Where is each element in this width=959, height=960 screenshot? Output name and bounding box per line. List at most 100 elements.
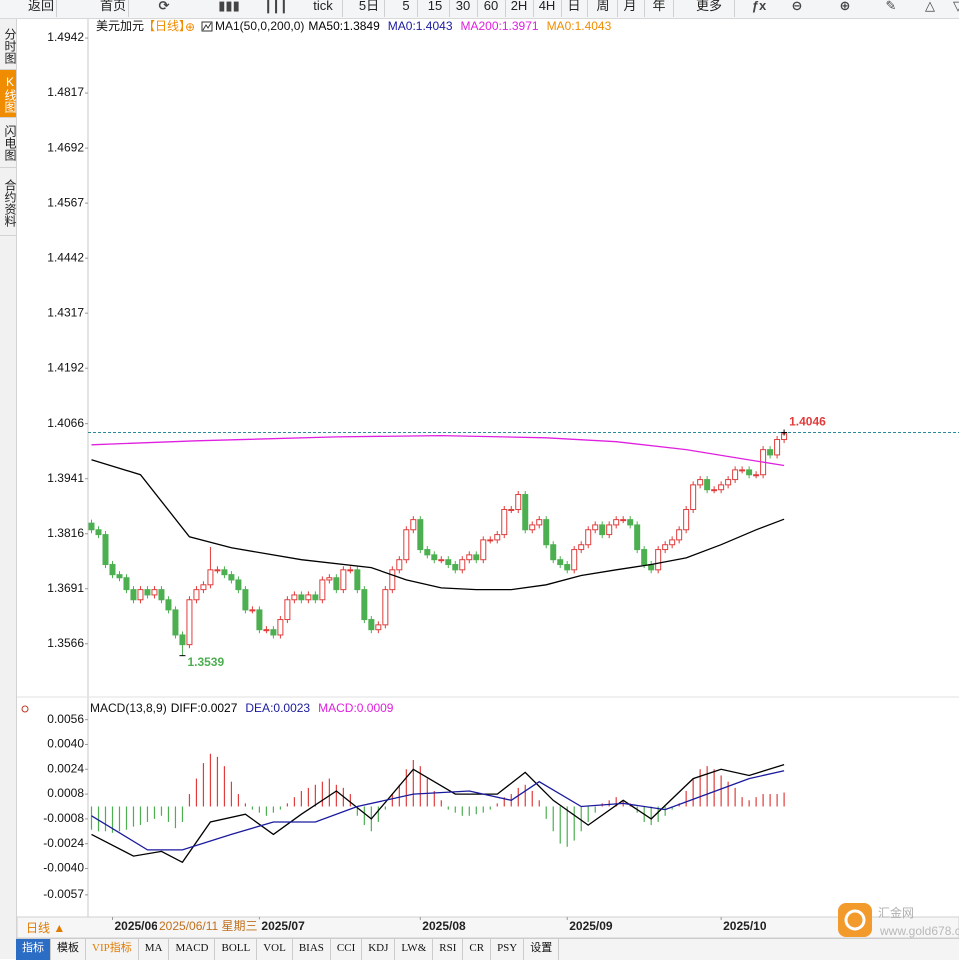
side-tab[interactable]: 分时图	[0, 22, 17, 70]
toolbar-icon[interactable]: ▽	[953, 0, 959, 13]
toolbar-button[interactable]: 月	[623, 0, 637, 13]
toolbar-button[interactable]: 4H	[538, 0, 556, 13]
candle-body	[669, 539, 676, 546]
cursor-date: 2025/06/11 星期三	[159, 919, 258, 933]
candle-body	[130, 589, 137, 601]
toolbar-icon[interactable]: ƒx	[751, 0, 767, 13]
candle-body	[627, 519, 634, 526]
toolbar-button[interactable]: 15	[427, 0, 443, 13]
bottom-tab[interactable]: BIAS	[293, 939, 331, 960]
toolbar-icon[interactable]: ┃┃┃	[264, 0, 288, 13]
candle-body	[641, 549, 648, 566]
bottom-tab[interactable]: 模板	[51, 939, 86, 960]
toolbar-separator	[449, 0, 450, 17]
candle-body	[536, 519, 543, 526]
toolbar-button[interactable]: 返回	[27, 0, 54, 13]
candle-body	[305, 594, 312, 601]
bottom-tab[interactable]: KDJ	[362, 939, 396, 960]
toolbar-separator	[342, 0, 343, 17]
toolbar-separator	[673, 0, 674, 17]
x-tick-label: 2025/08	[422, 919, 466, 933]
candle-body	[333, 577, 340, 591]
candle-body	[767, 449, 774, 456]
macd-icon[interactable]	[21, 705, 29, 713]
candle-body	[571, 549, 578, 571]
side-tab[interactable]: K线图	[0, 70, 17, 118]
toolbar-button[interactable]: 5	[402, 0, 410, 13]
toolbar-button[interactable]: 更多	[695, 0, 722, 13]
bottom-tab[interactable]: RSI	[433, 939, 464, 960]
macd-title: MACD(13,8,9)	[90, 701, 167, 715]
indicator-icon[interactable]	[201, 21, 213, 32]
bottom-tab[interactable]: MACD	[169, 939, 216, 960]
candle-body	[319, 579, 326, 601]
toolbar-icon[interactable]: ⊕	[839, 0, 851, 13]
bottom-tab[interactable]: LW&	[395, 939, 434, 960]
bottom-tab[interactable]: MA	[139, 939, 170, 960]
toolbar-button[interactable]: 日	[567, 0, 581, 13]
y-tick-label: 1.3816	[47, 526, 84, 540]
bottom-tab[interactable]: 设置	[524, 939, 560, 960]
candle-body	[445, 559, 452, 566]
toolbar-button[interactable]: 5日	[358, 0, 380, 13]
toolbar-icon[interactable]: ⊖	[791, 0, 803, 13]
watermark-name: 汇金网	[878, 905, 914, 920]
bottom-tab[interactable]: 指标	[16, 939, 51, 960]
y-tick-label: 0.0008	[47, 786, 84, 800]
candle-body	[137, 589, 144, 601]
candle-body	[739, 469, 746, 472]
candle-body	[543, 519, 550, 546]
period-tag: 【日线】	[143, 19, 191, 33]
candle-body	[592, 524, 599, 531]
legend-entry: DEA:0.0023	[245, 701, 310, 715]
candle-body	[606, 524, 613, 536]
candle-body	[179, 634, 186, 646]
candle-body	[256, 609, 263, 631]
candle-body	[382, 589, 389, 626]
candle-body	[207, 569, 214, 586]
y-tick-label: 0.0040	[47, 737, 84, 751]
ma-line	[91, 459, 785, 591]
period-label[interactable]: 日线 ▲	[26, 921, 65, 935]
y-tick-label: 1.4942	[47, 30, 84, 44]
toolbar-button[interactable]: 60	[483, 0, 499, 13]
toolbar-button[interactable]: 首页	[99, 0, 126, 13]
y-tick-label: -0.0057	[43, 887, 84, 901]
y-tick-label: 1.4567	[47, 195, 84, 209]
candle-body	[151, 589, 158, 596]
toolbar-button[interactable]: 周	[596, 0, 610, 13]
side-tab[interactable]: 合约资料	[0, 171, 17, 236]
toolbar-icon[interactable]: ✎	[885, 0, 897, 13]
candle-body	[123, 577, 130, 591]
y-tick-label: 1.3691	[47, 581, 84, 595]
candle-body	[277, 619, 284, 636]
candle-body	[263, 629, 270, 632]
candle-body	[396, 559, 403, 571]
bottom-tab[interactable]: VIP指标	[86, 939, 139, 960]
candle-body	[473, 554, 480, 561]
period-icon[interactable]: ⊕	[185, 20, 195, 34]
bottom-tab[interactable]: VOL	[257, 939, 293, 960]
candle-body	[725, 479, 732, 486]
x-tick-label: 2025/07	[261, 919, 305, 933]
side-tab[interactable]: 闪电图	[0, 119, 17, 168]
toolbar-button[interactable]: 年	[652, 0, 666, 13]
toolbar-icon[interactable]: ⟳	[158, 0, 170, 13]
bottom-tab[interactable]: CR	[463, 939, 492, 960]
bottom-tab[interactable]: PSY	[491, 939, 525, 960]
toolbar-icon[interactable]: △	[925, 0, 935, 13]
bottom-tab[interactable]: CCI	[331, 939, 363, 960]
candle-body	[585, 529, 592, 546]
candle-body	[508, 509, 515, 512]
candle-body	[690, 484, 697, 511]
candle-body	[249, 609, 256, 612]
toolbar-icon[interactable]: ▮▮▮	[218, 0, 240, 13]
toolbar-button[interactable]: 2H	[510, 0, 528, 13]
toolbar-button[interactable]: tick	[313, 0, 333, 13]
toolbar-button[interactable]: 30	[455, 0, 471, 13]
toolbar-separator	[128, 0, 129, 17]
side-tabs: 分时图 K线图 闪电图合约资料	[0, 19, 17, 959]
candle-body	[375, 624, 382, 631]
candle-body	[613, 519, 620, 526]
bottom-tab[interactable]: BOLL	[215, 939, 258, 960]
